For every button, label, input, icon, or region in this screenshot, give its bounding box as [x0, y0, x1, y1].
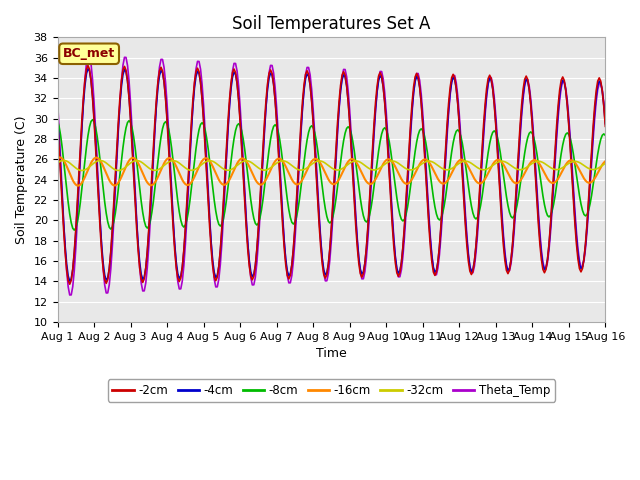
Text: BC_met: BC_met — [63, 47, 115, 60]
Legend: -2cm, -4cm, -8cm, -16cm, -32cm, Theta_Temp: -2cm, -4cm, -8cm, -16cm, -32cm, Theta_Te… — [108, 379, 555, 402]
Y-axis label: Soil Temperature (C): Soil Temperature (C) — [15, 116, 28, 244]
X-axis label: Time: Time — [316, 348, 347, 360]
Title: Soil Temperatures Set A: Soil Temperatures Set A — [232, 15, 431, 33]
